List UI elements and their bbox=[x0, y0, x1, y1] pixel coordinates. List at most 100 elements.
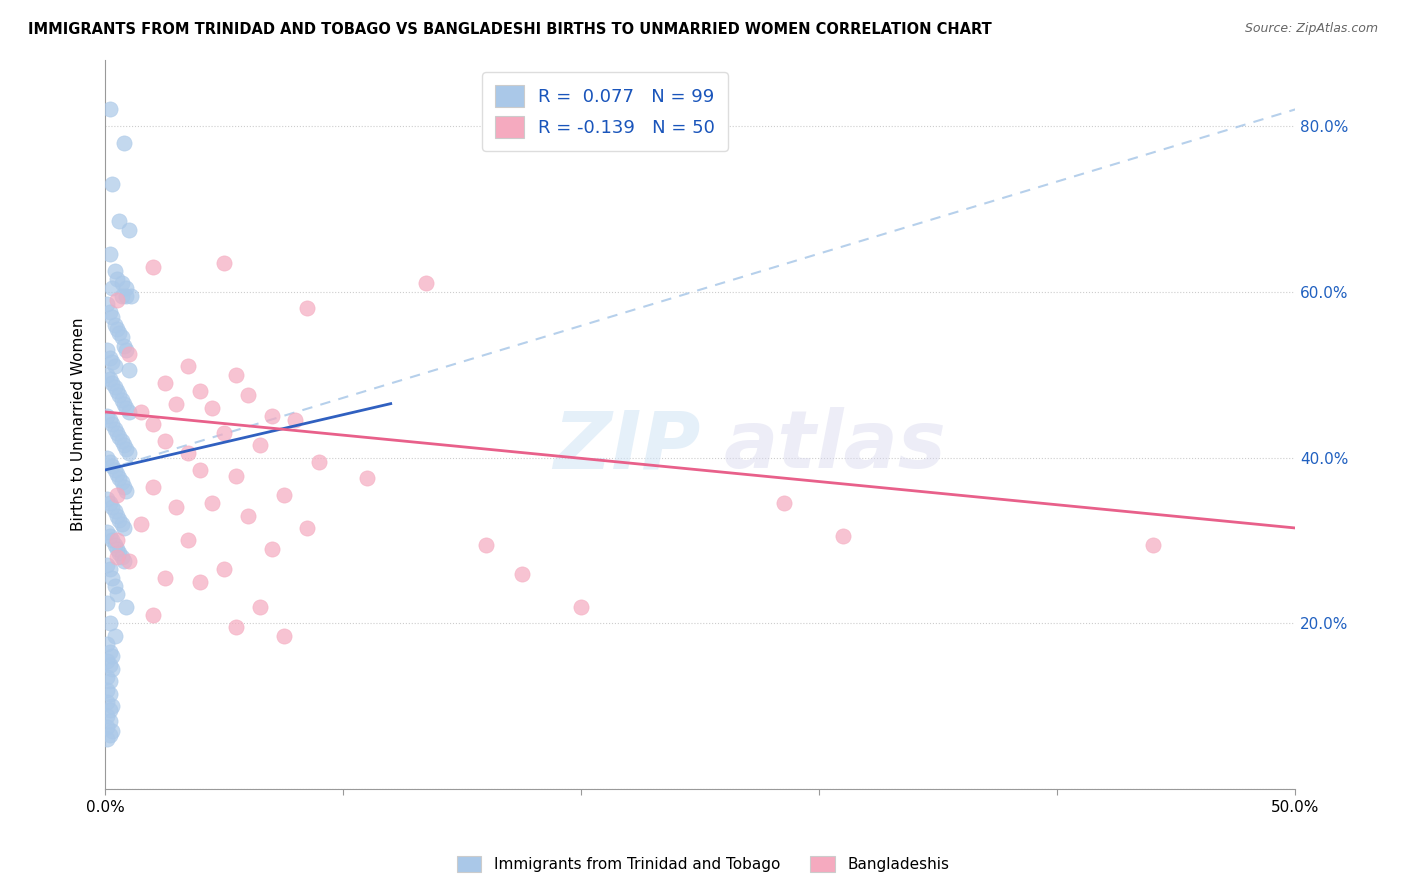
Point bbox=[112, 479, 135, 493]
Point bbox=[96, 709, 118, 723]
Point bbox=[96, 695, 118, 709]
Point bbox=[112, 338, 135, 352]
Point bbox=[308, 455, 330, 469]
Point bbox=[142, 417, 165, 432]
Point bbox=[98, 645, 121, 659]
Point bbox=[129, 516, 152, 531]
Point bbox=[177, 533, 200, 548]
Point bbox=[96, 525, 118, 540]
Point bbox=[177, 446, 200, 460]
Point bbox=[105, 508, 128, 523]
Point bbox=[165, 397, 187, 411]
Point bbox=[115, 483, 138, 498]
Point bbox=[165, 500, 187, 515]
Point bbox=[105, 425, 128, 440]
Point bbox=[101, 571, 124, 585]
Point bbox=[108, 513, 131, 527]
Point bbox=[96, 368, 118, 382]
Point bbox=[115, 289, 138, 303]
Point bbox=[101, 724, 124, 739]
Point bbox=[101, 500, 124, 515]
Point bbox=[510, 566, 533, 581]
Point bbox=[105, 467, 128, 482]
Point bbox=[177, 359, 200, 374]
Point bbox=[101, 355, 124, 369]
Point bbox=[212, 562, 235, 576]
Point bbox=[105, 549, 128, 564]
Point bbox=[96, 670, 118, 684]
Point bbox=[772, 496, 794, 510]
Point bbox=[105, 488, 128, 502]
Point bbox=[111, 516, 134, 531]
Point bbox=[98, 687, 121, 701]
Point bbox=[96, 491, 118, 506]
Point bbox=[1142, 538, 1164, 552]
Point bbox=[96, 409, 118, 423]
Point bbox=[98, 413, 121, 427]
Point bbox=[212, 425, 235, 440]
Point bbox=[415, 277, 437, 291]
Point bbox=[225, 368, 247, 382]
Point bbox=[111, 277, 134, 291]
Point bbox=[101, 699, 124, 714]
Point bbox=[111, 330, 134, 344]
Point bbox=[120, 289, 142, 303]
Point bbox=[201, 401, 224, 415]
Point bbox=[98, 351, 121, 365]
Point bbox=[236, 508, 259, 523]
Point bbox=[96, 450, 118, 465]
Point bbox=[103, 318, 125, 332]
Point bbox=[98, 372, 121, 386]
Point bbox=[96, 732, 118, 747]
Point bbox=[569, 599, 592, 614]
Point bbox=[112, 136, 135, 150]
Point bbox=[103, 463, 125, 477]
Point bbox=[101, 649, 124, 664]
Point bbox=[118, 405, 141, 419]
Point bbox=[111, 289, 134, 303]
Point bbox=[111, 475, 134, 490]
Point bbox=[103, 421, 125, 435]
Point bbox=[111, 434, 134, 448]
Point bbox=[105, 541, 128, 556]
Text: IMMIGRANTS FROM TRINIDAD AND TOBAGO VS BANGLADESHI BIRTHS TO UNMARRIED WOMEN COR: IMMIGRANTS FROM TRINIDAD AND TOBAGO VS B… bbox=[28, 22, 991, 37]
Point bbox=[108, 388, 131, 402]
Point bbox=[112, 397, 135, 411]
Point bbox=[142, 479, 165, 493]
Point bbox=[101, 177, 124, 191]
Point bbox=[273, 629, 295, 643]
Point bbox=[96, 558, 118, 573]
Point bbox=[111, 392, 134, 407]
Point bbox=[118, 363, 141, 377]
Point bbox=[98, 103, 121, 117]
Point bbox=[98, 714, 121, 728]
Point bbox=[212, 256, 235, 270]
Legend: R =  0.077   N = 99, R = -0.139   N = 50: R = 0.077 N = 99, R = -0.139 N = 50 bbox=[482, 72, 728, 151]
Point bbox=[129, 405, 152, 419]
Point bbox=[105, 533, 128, 548]
Point bbox=[103, 380, 125, 394]
Point bbox=[153, 376, 176, 390]
Point bbox=[832, 529, 855, 543]
Point bbox=[96, 596, 118, 610]
Point bbox=[112, 521, 135, 535]
Point bbox=[356, 471, 378, 485]
Point bbox=[142, 608, 165, 623]
Point bbox=[118, 554, 141, 568]
Point bbox=[103, 538, 125, 552]
Point bbox=[101, 662, 124, 676]
Point bbox=[153, 571, 176, 585]
Point bbox=[98, 496, 121, 510]
Point bbox=[108, 471, 131, 485]
Point bbox=[115, 401, 138, 415]
Point bbox=[115, 280, 138, 294]
Y-axis label: Births to Unmarried Women: Births to Unmarried Women bbox=[72, 318, 86, 531]
Point bbox=[188, 574, 211, 589]
Point bbox=[96, 297, 118, 311]
Point bbox=[101, 280, 124, 294]
Point bbox=[297, 521, 319, 535]
Point bbox=[103, 504, 125, 518]
Point bbox=[115, 599, 138, 614]
Point bbox=[101, 533, 124, 548]
Text: ZIP: ZIP bbox=[553, 408, 700, 485]
